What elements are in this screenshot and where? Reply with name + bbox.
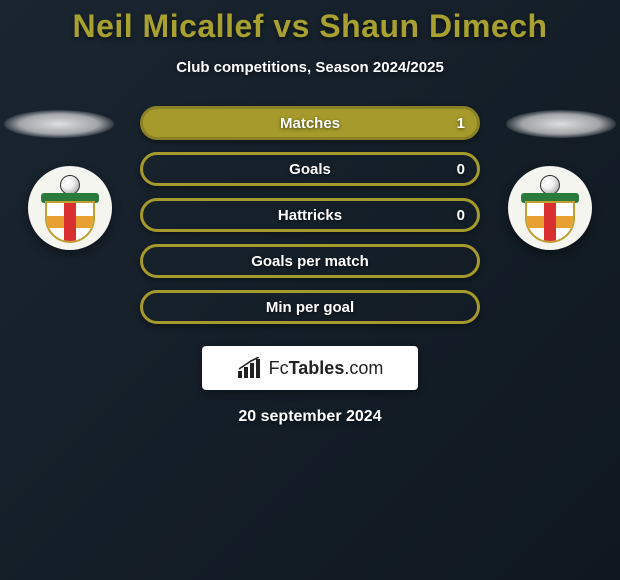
bar-chart-icon (237, 357, 263, 379)
brand-text: FcTables.com (269, 358, 384, 379)
club-crest-right (521, 173, 579, 243)
snapshot-date: 20 september 2024 (0, 408, 620, 426)
stat-value-right: 1 (457, 115, 465, 132)
brand-suffix: .com (344, 358, 383, 378)
crest-ball-icon (540, 175, 560, 195)
crest-shield (45, 201, 95, 243)
player-right-shadow (506, 110, 616, 138)
stat-bars: Matches 1 Goals 0 Hattricks 0 Goals per match M… (140, 106, 480, 324)
brand-bold: Tables (289, 358, 345, 378)
club-badge-right (508, 166, 592, 250)
brand-prefix: Fc (269, 358, 289, 378)
stat-bar: Hattricks 0 (140, 198, 480, 232)
stat-value-right: 0 (457, 207, 465, 224)
player-left-shadow (4, 110, 114, 138)
stat-bar: Min per goal (140, 290, 480, 324)
stat-label: Hattricks (278, 207, 342, 224)
brand-logo: FcTables.com (202, 346, 418, 390)
comparison-panel: Matches 1 Goals 0 Hattricks 0 Goals per match M… (0, 106, 620, 426)
stat-value-right: 0 (457, 161, 465, 178)
stat-label: Goals per match (251, 253, 369, 270)
stat-label: Matches (280, 115, 340, 132)
crest-ball-icon (60, 175, 80, 195)
club-crest-left (41, 173, 99, 243)
page-subtitle: Club competitions, Season 2024/2025 (0, 59, 620, 76)
club-badge-left (28, 166, 112, 250)
crest-shield (525, 201, 575, 243)
stat-bar: Goals 0 (140, 152, 480, 186)
stat-label: Goals (289, 161, 331, 178)
stat-bar: Matches 1 (140, 106, 480, 140)
stat-label: Min per goal (266, 299, 354, 316)
stat-bar: Goals per match (140, 244, 480, 278)
page-title: Neil Micallef vs Shaun Dimech (0, 0, 620, 45)
